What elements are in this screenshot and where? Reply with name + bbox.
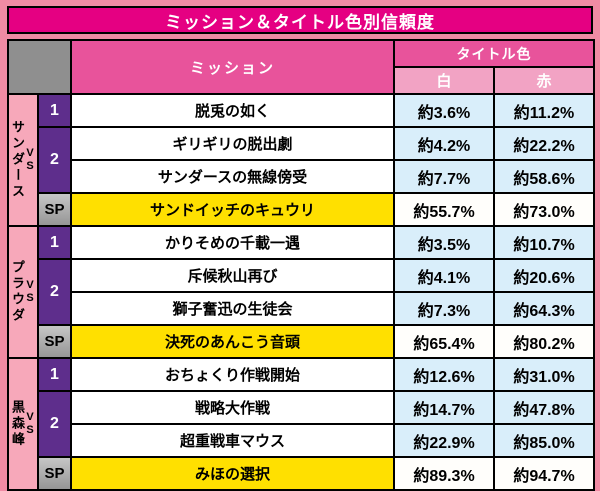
red-column-header: 赤 [493, 66, 595, 95]
mission-number-cell: 1 [37, 93, 72, 128]
red-title-pct-cell: 約73.0% [493, 192, 595, 227]
table-row: プラウダ VS 1 かりそめの千載一遇 約3.5% 約10.7% [7, 225, 595, 359]
white-title-pct-cell: 約65.4% [393, 324, 495, 359]
white-column-header: 白 [393, 66, 495, 95]
table-row: 黒森峰 VS 1 おちょくり作戦開始 約12.6% 約31.0% [7, 357, 595, 491]
mission-name-cell-sp: サンドイッチのキュウリ [70, 192, 395, 227]
mission-name-cell: おちょくり作戦開始 [70, 357, 395, 392]
team-name: サンダース [10, 120, 25, 200]
corner-cell [7, 39, 72, 95]
mission-name-cell: かりそめの千載一遇 [70, 225, 395, 260]
red-title-pct-cell: 約85.0% [493, 423, 595, 458]
group-cell-pravda: プラウダ VS [7, 225, 39, 359]
team-name: プラウダ [10, 260, 25, 324]
red-title-pct-cell: 約22.2% [493, 126, 595, 161]
page-title: ミッション＆タイトル色別信頼度 [165, 12, 435, 32]
table-row: 獅子奮迅の生徒会 約7.3% 約64.3% [8, 291, 595, 326]
mission-number-cell: 2 [37, 126, 72, 194]
table-row: 2 ギリギリの脱出劇 約4.2% 約22.2% [8, 126, 595, 194]
table-row: 超重戦車マウス 約22.9% 約85.0% [8, 423, 595, 458]
white-title-pct-cell: 約12.6% [393, 357, 495, 392]
mission-number-cell: 1 [37, 357, 72, 392]
mission-number-cell-sp: SP [37, 324, 72, 359]
table-row: SP 決死のあんこう音頭 約65.4% 約80.2% [8, 324, 595, 359]
mission-name-cell: サンダースの無線傍受 [70, 159, 395, 194]
reliability-table: ミッション タイトル色 白 赤 サンダース VS 1 脱兎の如く 約3.6% 約… [7, 39, 595, 491]
mission-name-cell: 戦略大作戦 [70, 390, 395, 425]
group-label: サンダース VS [10, 120, 36, 200]
white-title-pct-cell: 約22.9% [393, 423, 495, 458]
vs-label: VS [24, 279, 36, 305]
white-title-pct-cell: 約3.6% [393, 93, 495, 128]
red-title-pct-cell: 約80.2% [493, 324, 595, 359]
team-name: 黒森峰 [10, 400, 25, 448]
mission-name-cell: 超重戦車マウス [70, 423, 395, 458]
mission-name-cell: ギリギリの脱出劇 [70, 126, 395, 161]
mission-name-cell: 斥候秋山再び [70, 258, 395, 293]
red-title-pct-cell: 約10.7% [493, 225, 595, 260]
title-banner: ミッション＆タイトル色別信頼度 [7, 6, 593, 34]
group-cell-sanders: サンダース VS [7, 93, 39, 227]
vs-label: VS [24, 147, 36, 173]
white-title-pct-cell: 約14.7% [393, 390, 495, 425]
red-title-pct-cell: 約58.6% [493, 159, 595, 194]
table-row: SP みほの選択 約89.3% 約94.7% [8, 456, 595, 491]
group-label: 黒森峰 VS [10, 400, 36, 448]
title-color-header: タイトル色 [393, 39, 595, 68]
mission-name-cell-sp: 決死のあんこう音頭 [70, 324, 395, 359]
white-title-pct-cell: 約55.7% [393, 192, 495, 227]
table-row: 2 戦略大作戦 約14.7% 約47.8% [8, 390, 595, 458]
red-title-pct-cell: 約94.7% [493, 456, 595, 491]
white-title-pct-cell: 約4.2% [393, 126, 495, 161]
mission-name-cell: 脱兎の如く [70, 93, 395, 128]
red-title-pct-cell: 約47.8% [493, 390, 595, 425]
mission-number-cell: 2 [37, 390, 72, 458]
header-row-2: 白 赤 [8, 66, 595, 95]
mission-name-cell: 獅子奮迅の生徒会 [70, 291, 395, 326]
red-title-pct-cell: 約20.6% [493, 258, 595, 293]
white-title-pct-cell: 約3.5% [393, 225, 495, 260]
mission-number-cell-sp: SP [37, 192, 72, 227]
table-row: 2 斥候秋山再び 約4.1% 約20.6% [8, 258, 595, 326]
table-row: サンダースの無線傍受 約7.7% 約58.6% [8, 159, 595, 194]
red-title-pct-cell: 約64.3% [493, 291, 595, 326]
mission-name-cell-sp: みほの選択 [70, 456, 395, 491]
table-row: SP サンドイッチのキュウリ 約55.7% 約73.0% [8, 192, 595, 227]
red-title-pct-cell: 約11.2% [493, 93, 595, 128]
white-title-pct-cell: 約4.1% [393, 258, 495, 293]
white-title-pct-cell: 約89.3% [393, 456, 495, 491]
mission-number-cell-sp: SP [37, 456, 72, 491]
header-row-1: ミッション タイトル色 [7, 39, 595, 95]
table-row: サンダース VS 1 脱兎の如く 約3.6% 約11.2% [7, 93, 595, 227]
group-label: プラウダ VS [10, 260, 36, 324]
vs-label: VS [24, 411, 36, 437]
white-title-pct-cell: 約7.3% [393, 291, 495, 326]
mission-column-header: ミッション [70, 39, 395, 95]
white-title-pct-cell: 約7.7% [393, 159, 495, 194]
mission-number-cell: 1 [37, 225, 72, 260]
mission-number-cell: 2 [37, 258, 72, 326]
red-title-pct-cell: 約31.0% [493, 357, 595, 392]
group-cell-kuromorimine: 黒森峰 VS [7, 357, 39, 491]
